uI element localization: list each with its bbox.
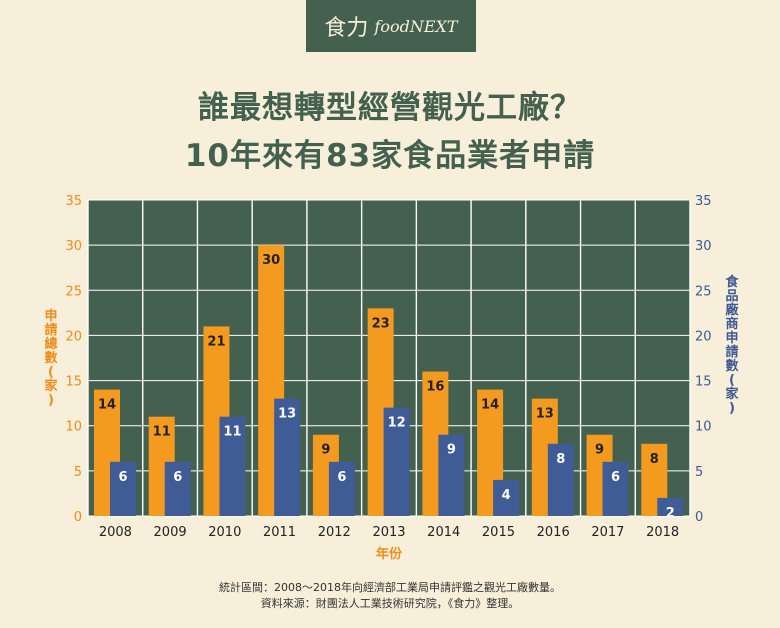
data-label-food: 8 [556, 452, 565, 467]
data-label-total: 16 [426, 380, 444, 395]
x-tick-label: 2017 [591, 525, 624, 540]
y-tick-left: 15 [65, 375, 82, 390]
bar-food [657, 497, 684, 516]
x-tick-label: 2018 [646, 525, 679, 540]
chart-title-line2: 10年來有83家食品業者申請 [184, 138, 596, 174]
bar-food [602, 461, 629, 516]
y-tick-right: 25 [695, 284, 712, 299]
brand-zh: 食力 [324, 16, 369, 41]
data-label-total: 21 [207, 334, 225, 349]
bar-food [493, 479, 520, 516]
x-tick-label: 2008 [99, 525, 132, 540]
bar-food [219, 416, 246, 516]
x-tick-label: 2016 [537, 525, 570, 540]
data-label-total: 14 [481, 398, 499, 413]
y-tick-left: 0 [74, 510, 82, 525]
data-label-total: 23 [372, 316, 390, 331]
y-tick-right: 5 [695, 465, 703, 480]
y-axis-right-label: 食品廠商申請數(家) [725, 275, 739, 416]
data-label-food: 6 [611, 470, 620, 485]
bar-food [383, 407, 410, 516]
y-tick-left: 20 [65, 329, 82, 344]
y-tick-left: 30 [65, 239, 82, 254]
y-tick-left: 10 [65, 420, 82, 435]
data-label-food: 9 [447, 443, 456, 458]
x-tick-label: 2012 [318, 525, 351, 540]
y-tick-right: 10 [695, 420, 712, 435]
x-tick-label: 2013 [372, 525, 405, 540]
data-label-total: 14 [98, 398, 116, 413]
data-label-food: 2 [666, 506, 675, 521]
bar-food [110, 461, 136, 516]
brand-logo: 食力 foodNEXT [306, 0, 476, 52]
y-axis-left-label: 申請總數(家) [44, 309, 58, 408]
data-label-food: 4 [502, 488, 511, 503]
footer-note: 統計區間：2008～2018年向經濟部工業局申請評鑑之觀光工廠數量。 [219, 581, 561, 594]
data-label-total: 9 [595, 443, 604, 458]
y-tick-right: 35 [695, 194, 712, 209]
x-tick-label: 2009 [154, 525, 187, 540]
y-tick-left: 5 [74, 465, 82, 480]
y-tick-left: 35 [65, 194, 82, 209]
x-tick-label: 2015 [482, 525, 515, 540]
y-tick-right: 30 [695, 239, 712, 254]
data-label-total: 13 [536, 407, 554, 422]
y-tick-left: 25 [65, 284, 82, 299]
data-label-food: 6 [337, 470, 346, 485]
data-label-total: 11 [153, 425, 171, 440]
bar-food [164, 461, 191, 516]
bar-food [328, 461, 355, 516]
y-tick-right: 15 [695, 375, 712, 390]
brand-en: foodNEXT [374, 16, 458, 36]
x-tick-label: 2010 [208, 525, 241, 540]
bar-food [547, 443, 574, 516]
data-label-food: 13 [278, 407, 296, 422]
bar-food [438, 434, 465, 516]
data-label-total: 30 [262, 253, 280, 268]
data-label-food: 11 [223, 425, 241, 440]
data-label-total: 9 [321, 443, 330, 458]
chart-title-line1: 誰最想轉型經營觀光工廠？ [198, 90, 582, 126]
x-axis-label: 年份 [376, 546, 403, 562]
footer-source: 資料來源：財團法人工業技術研究院，《食力》整理。 [260, 597, 520, 610]
data-label-food: 6 [173, 470, 182, 485]
data-label-food: 12 [388, 416, 406, 431]
y-tick-right: 20 [695, 329, 712, 344]
bar-food [274, 398, 301, 516]
data-label-food: 6 [118, 470, 127, 485]
y-tick-right: 0 [695, 510, 703, 525]
x-tick-label: 2014 [427, 525, 460, 540]
data-label-total: 8 [650, 452, 659, 467]
x-tick-label: 2011 [263, 525, 296, 540]
